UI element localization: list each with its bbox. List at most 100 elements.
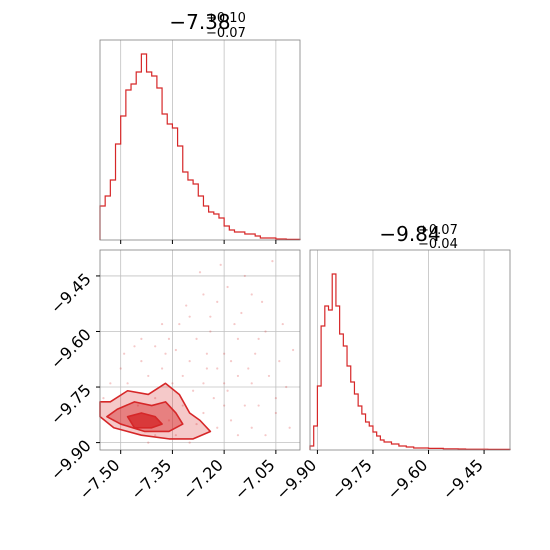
title-lower-error: −0.04 (418, 237, 458, 252)
scatter-point (119, 367, 122, 370)
y-tick-labels: −9.45−9.60−9.75−9.90 (47, 269, 95, 484)
histogram-panel-param-2: −9.90 −9.75 −9.60 −9.45 −9.84 +0.07 −0.04 (272, 222, 511, 503)
grid-lines (317, 250, 485, 450)
axes-frame (99, 249, 301, 451)
tick-marks (316, 450, 485, 454)
scatter-point (202, 293, 205, 296)
x-tick-label: −7.05 (231, 455, 279, 503)
scatter-point (216, 300, 219, 303)
scatter-point (223, 352, 226, 355)
scatter-point (126, 382, 129, 385)
scatter-point (226, 389, 229, 392)
scatter-point (267, 374, 271, 378)
scatter-point (219, 263, 222, 266)
scatter-point (243, 404, 246, 407)
grid-lines (120, 40, 277, 240)
scatter-point (257, 337, 260, 340)
x-tick-label: −7.20 (179, 455, 227, 503)
scatter-point (188, 315, 191, 318)
scatter-point (205, 367, 208, 370)
scatter-point (223, 382, 226, 385)
scatter-point (154, 434, 157, 437)
scatter-point (271, 260, 274, 263)
tick-marks (96, 275, 277, 454)
tick-marks (120, 240, 277, 244)
scatter-point (202, 382, 205, 385)
axes-frame (99, 39, 301, 241)
scatter-point (250, 293, 253, 296)
histogram-step-line (99, 53, 301, 240)
scatter-point (281, 322, 284, 326)
scatter-point (147, 441, 150, 444)
scatter-point (264, 330, 267, 333)
scatter-point (133, 345, 136, 348)
scatter-point (278, 360, 281, 363)
scatter-point (250, 382, 253, 385)
y-tick-label: −9.60 (47, 325, 95, 373)
scatter-point (212, 397, 215, 400)
scatter-point (209, 330, 212, 333)
scatter-point (147, 374, 150, 378)
contour-level (99, 382, 212, 440)
scatter-point (164, 352, 167, 355)
scatter-point (216, 426, 219, 429)
x-tick-labels: −7.50 −7.35 −7.20 −7.05 (75, 455, 278, 503)
y-tick-label: −9.45 (47, 269, 95, 317)
scatter-point (264, 434, 267, 437)
scatter-point (140, 337, 143, 340)
scatter-point (192, 389, 195, 392)
scatter-point (198, 271, 202, 274)
panel-title: −7.38 (169, 10, 230, 34)
scatter-point (154, 345, 157, 348)
x-tick-label: −9.75 (328, 455, 376, 503)
title-median: −9.84 (379, 222, 440, 246)
contour-level (126, 412, 163, 429)
scatter-point (247, 367, 250, 370)
scatter-point (236, 374, 240, 378)
scatter-point (167, 337, 171, 340)
scatter-point (195, 422, 198, 426)
scatter-point (160, 367, 164, 370)
scatter-point (178, 322, 181, 326)
histogram-step-line (309, 273, 511, 450)
histogram-panel-param-1: −7.38 +0.10 −0.07 (99, 10, 301, 244)
scatter-point (202, 411, 205, 415)
x-tick-label: −7.50 (75, 455, 123, 503)
scatter-point (243, 274, 246, 278)
scatter-point (274, 397, 277, 400)
scatter-point (236, 434, 240, 437)
scatter-point (254, 352, 257, 355)
scatter-point (109, 382, 112, 385)
scatter-point (285, 385, 288, 389)
scatter-point (240, 311, 243, 315)
x-tick-label: −9.45 (439, 455, 487, 503)
scatter-point (260, 300, 264, 303)
scatter-point (229, 360, 233, 363)
scatter-point (274, 411, 277, 415)
y-tick-label: −9.75 (47, 380, 95, 428)
scatter-point (174, 348, 177, 352)
x-tick-label: −7.35 (127, 455, 175, 503)
scatter-point (209, 315, 212, 318)
title-median: −7.38 (169, 10, 230, 34)
title-lower-error: −0.07 (206, 26, 246, 41)
grid-lines (100, 250, 300, 450)
scatter-point (102, 397, 105, 400)
contour-layers (99, 382, 212, 440)
scatter-point (257, 404, 260, 407)
scatter-point (167, 419, 171, 422)
scatter-point (223, 404, 226, 407)
scatter-point (136, 404, 140, 407)
scatter-point (140, 360, 143, 363)
scatter-contour-panel: −7.50 −7.35 −7.20 −7.05 −9.45−9.60−9.75−9.9… (47, 249, 301, 503)
scatter-point (226, 285, 229, 289)
scatter-point (250, 426, 253, 429)
axes-frame (309, 249, 511, 451)
scatter-point (160, 322, 164, 326)
title-upper-error: +0.10 (206, 11, 246, 26)
scatter-point (154, 397, 157, 400)
scatter-point (229, 419, 233, 422)
scatter-point (233, 322, 236, 326)
x-tick-label: −9.90 (272, 455, 320, 503)
